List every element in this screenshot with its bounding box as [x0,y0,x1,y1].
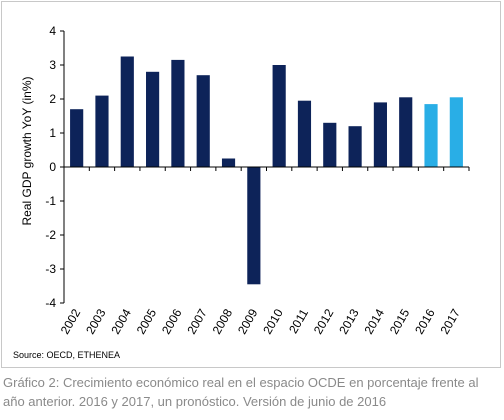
bar-2003 [95,95,109,167]
bar-2007 [196,75,210,167]
figure-caption: Gráfico 2: Crecimiento económico real en… [3,375,479,409]
bars [70,56,463,285]
y-tick-label: 1 [49,126,56,140]
bar-2008 [221,158,236,167]
x-tick-label: 2015 [387,306,413,336]
y-tick-label: 2 [49,92,56,106]
y-tick-label: -2 [45,228,56,242]
bar-2014 [373,102,387,167]
bar-2010 [272,65,286,167]
x-tick-label: 2002 [58,306,84,336]
x-tick-label: 2012 [311,306,337,336]
x-tick-label: 2010 [260,306,286,336]
y-axis-title: Real GDP growth YoY (in%) [20,77,34,226]
x-tick-label: 2007 [184,306,210,336]
x-axis-ticks: 2002 2003 2004 2005 2006 2007 2008 2009 2010 2011… [58,167,470,337]
x-tick-label: 2009 [235,306,261,336]
x-tick-label: 2017 [437,306,463,336]
source-note: Source: OECD, ETHENEA [13,350,121,360]
bar-2013 [348,126,362,167]
x-tick-label: 2013 [336,306,362,336]
bar-2006 [171,59,185,167]
x-tick-label: 2006 [159,306,185,336]
bar-2016 [424,104,438,167]
bar-2002 [70,109,84,167]
bar-2009 [247,167,261,285]
x-tick-label: 2003 [83,306,109,336]
x-tick-label: 2011 [286,306,311,336]
bar-2004 [120,56,134,167]
x-tick-label: 2004 [108,306,134,336]
y-tick-label: -4 [45,296,56,310]
y-axis-ticks: -4 -3 -2 -1 0 1 2 3 4 [45,24,64,310]
bar-2015 [399,97,413,167]
x-tick-label: 2005 [134,306,160,336]
y-tick-label: -3 [45,262,56,276]
x-tick-label: 2014 [362,306,388,336]
y-tick-label: 0 [49,160,56,174]
bar-2017 [449,97,463,167]
y-tick-label: 3 [49,58,56,72]
bar-2011 [297,100,312,167]
x-tick-label: 2008 [210,306,236,336]
bar-2005 [146,71,160,167]
x-tick-label: 2016 [412,306,438,336]
bar-2012 [323,122,337,167]
y-tick-label: -1 [45,194,56,208]
y-tick-label: 4 [49,24,56,38]
